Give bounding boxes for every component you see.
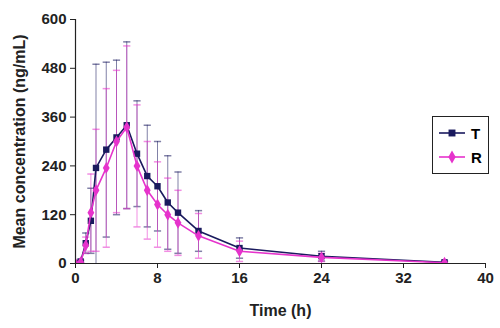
- svg-text:360: 360: [41, 108, 66, 125]
- svg-text:24: 24: [313, 269, 330, 286]
- svg-text:8: 8: [153, 269, 161, 286]
- svg-text:Mean concentration (ng/mL): Mean concentration (ng/mL): [11, 34, 28, 248]
- html-text:T: T: [471, 124, 481, 142]
- svg-text:480: 480: [41, 59, 66, 76]
- svg-text:40: 40: [477, 269, 494, 286]
- svg-text:120: 120: [41, 206, 66, 223]
- svg-text:0: 0: [58, 254, 66, 271]
- svg-text:Time (h): Time (h): [250, 302, 312, 319]
- svg-text:0: 0: [71, 269, 79, 286]
- svg-text:240: 240: [41, 157, 66, 174]
- html-text:R: R: [471, 148, 482, 166]
- svg-text:600: 600: [41, 10, 66, 27]
- svg-text:32: 32: [395, 269, 412, 286]
- svg-text:16: 16: [231, 269, 248, 286]
